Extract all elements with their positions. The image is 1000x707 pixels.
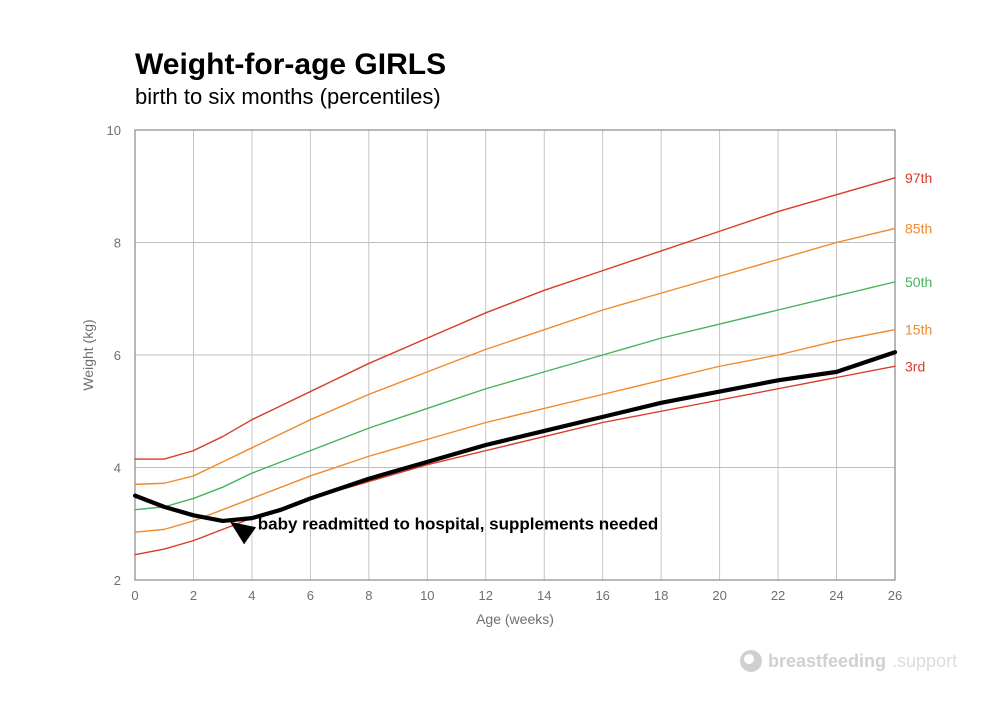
x-tick-label: 20 (712, 588, 726, 603)
y-tick-label: 6 (114, 348, 121, 363)
x-tick-label: 16 (595, 588, 609, 603)
x-tick-label: 24 (829, 588, 843, 603)
baby-weight-line (135, 352, 895, 521)
watermark-light: .support (892, 651, 957, 672)
page: Weight-for-age GIRLS birth to six months… (0, 0, 1000, 707)
x-axis-label: Age (weeks) (476, 611, 554, 627)
x-tick-label: 8 (365, 588, 372, 603)
x-tick-label: 6 (307, 588, 314, 603)
percentile-15th (135, 330, 895, 533)
percentile-97th (135, 178, 895, 459)
percentile-label-97th: 97th (905, 170, 932, 186)
growth-chart: 02468101214161820222426246810Age (weeks)… (0, 0, 1000, 707)
y-axis-label: Weight (kg) (80, 319, 96, 390)
x-tick-label: 10 (420, 588, 434, 603)
percentile-85th (135, 228, 895, 484)
watermark: breastfeeding .support (740, 650, 957, 672)
x-tick-label: 18 (654, 588, 668, 603)
annotation-arrow (233, 524, 249, 535)
y-tick-label: 8 (114, 236, 121, 251)
percentile-label-3rd: 3rd (905, 358, 925, 374)
x-tick-label: 0 (131, 588, 138, 603)
watermark-icon (740, 650, 762, 672)
x-tick-label: 22 (771, 588, 785, 603)
percentile-label-50th: 50th (905, 274, 932, 290)
percentile-label-15th: 15th (905, 322, 932, 338)
percentile-50th (135, 282, 895, 510)
y-tick-label: 10 (107, 123, 121, 138)
x-tick-label: 12 (479, 588, 493, 603)
annotation-text: baby readmitted to hospital, supplements… (258, 514, 659, 533)
watermark-bold: breastfeeding (768, 651, 886, 672)
x-tick-label: 4 (248, 588, 255, 603)
y-tick-label: 2 (114, 573, 121, 588)
y-tick-label: 4 (114, 461, 121, 476)
x-tick-label: 14 (537, 588, 551, 603)
x-tick-label: 2 (190, 588, 197, 603)
percentile-label-85th: 85th (905, 220, 932, 236)
x-tick-label: 26 (888, 588, 902, 603)
